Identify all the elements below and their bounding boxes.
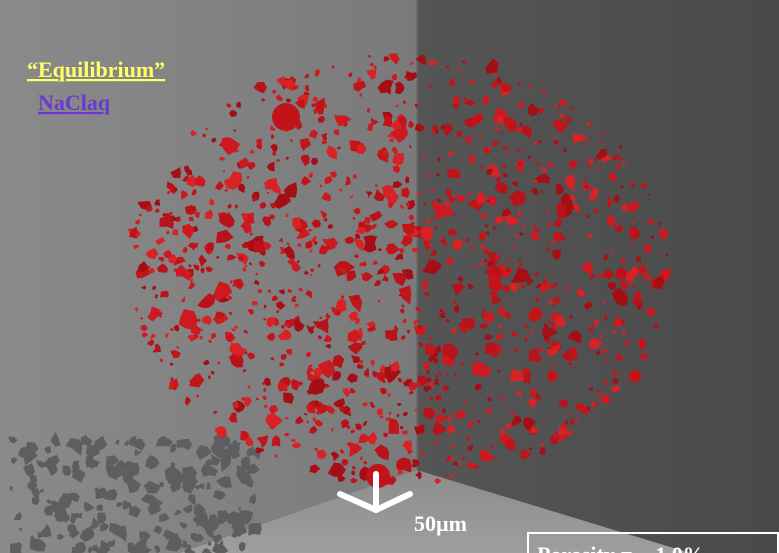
pore-speck: [499, 307, 506, 317]
porosity-label: Porosity = ~ 1.0%: [537, 542, 705, 553]
page: {"labels": {"condition": "“Equilibrium”"…: [0, 0, 779, 553]
pore-speck: [447, 169, 461, 179]
shadow-speck: [10, 543, 22, 553]
micro-ct-render: 50µm Porosity = ~ 1.0% “Equilibrium” NaC…: [0, 0, 779, 553]
shadow-speck: [206, 483, 210, 490]
pore-speck: [616, 163, 620, 168]
scale-label: 50µm: [414, 511, 467, 536]
pore-speck: [189, 217, 194, 222]
pore-speck: [600, 141, 602, 144]
pore-speck: [314, 401, 318, 406]
pore-speck: [426, 370, 429, 374]
condition-label: “Equilibrium”: [27, 57, 165, 82]
pore-speck: [160, 291, 168, 298]
pore-blob: [272, 103, 300, 131]
solution-label: NaClaq: [38, 90, 111, 115]
pore-speck: [648, 219, 654, 225]
